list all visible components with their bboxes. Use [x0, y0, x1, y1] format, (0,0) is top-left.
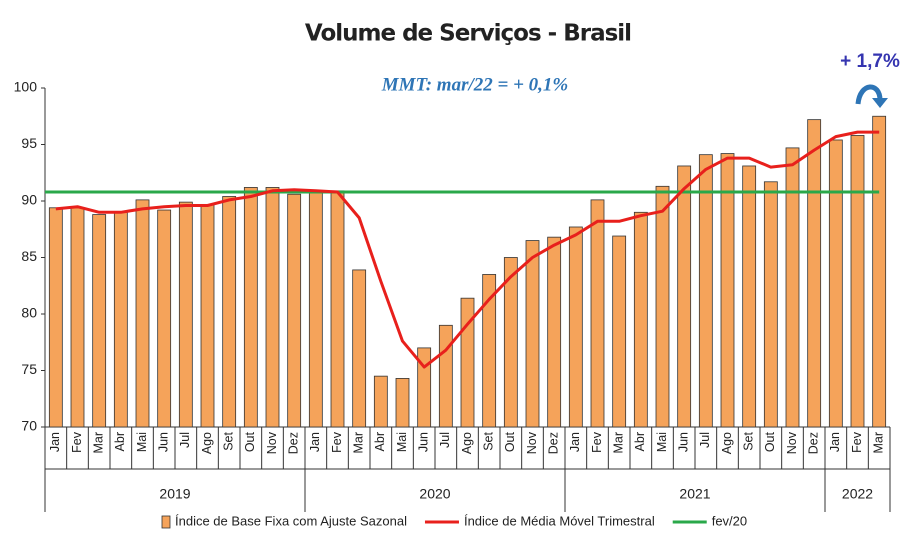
- x-tick-label: Mar: [91, 432, 105, 454]
- x-tick-label: Jun: [416, 432, 430, 452]
- x-tick-label: Out: [763, 431, 777, 452]
- bar: [308, 190, 323, 428]
- bar: [742, 165, 757, 428]
- x-tick-label: Mar: [871, 432, 885, 454]
- x-tick-label: Dez: [286, 432, 300, 454]
- x-tick-label: Out: [243, 431, 257, 452]
- x-tick-label: Mar: [351, 432, 365, 454]
- year-label: 2020: [419, 486, 450, 502]
- bar: [612, 235, 627, 428]
- chart-title: Volume de Serviços - Brasil: [305, 21, 631, 47]
- x-tick-label: Mar: [611, 432, 625, 454]
- x-tick-label: Nov: [525, 431, 539, 454]
- bar: [70, 207, 85, 428]
- year-label: 2019: [159, 486, 190, 502]
- x-tick-label: Jan: [828, 432, 842, 452]
- bar: [395, 378, 410, 428]
- y-tick-label: 80: [21, 305, 37, 321]
- x-tick-label: Set: [221, 431, 235, 450]
- bar: [113, 211, 128, 428]
- y-tick-label: 100: [14, 79, 38, 95]
- x-tick-label: Set: [481, 431, 495, 450]
- bar: [352, 269, 367, 428]
- bar: [48, 207, 63, 428]
- bar: [438, 324, 453, 428]
- x-tick-label: Mai: [395, 432, 409, 452]
- x-tick-label: Jul: [178, 432, 192, 448]
- bar: [265, 187, 280, 428]
- x-tick-label: Jul: [698, 432, 712, 448]
- x-tick-label: Fev: [70, 431, 84, 453]
- callout: + 1,7%: [840, 51, 900, 72]
- x-tick-label: Ago: [200, 432, 214, 454]
- line: [55, 130, 880, 369]
- x-tick-label: Jun: [676, 432, 690, 452]
- bar: [850, 135, 865, 428]
- bar: [200, 203, 215, 428]
- y-tick-label: 90: [21, 192, 37, 208]
- bar: [828, 139, 843, 428]
- bar: [872, 115, 887, 428]
- bar: [785, 147, 800, 428]
- y-tick-label: 85: [21, 248, 37, 264]
- legend-swatch: [161, 515, 171, 529]
- y-tick-label: 70: [21, 418, 37, 434]
- x-tick-label: Jan: [48, 432, 62, 452]
- bar: [92, 214, 107, 428]
- y-tick-label: 75: [21, 361, 37, 377]
- bar: [503, 257, 518, 428]
- annotation: MMT: mar/22 = + 0,1%: [381, 74, 569, 95]
- bar: [178, 201, 193, 428]
- x-tick-label: Jan: [308, 432, 322, 452]
- bar: [417, 347, 432, 428]
- bar: [157, 209, 172, 428]
- x-tick-label: Fev: [590, 431, 604, 453]
- bar: [373, 375, 388, 428]
- x-tick-label: Nov: [785, 431, 799, 454]
- y-tick-label: 95: [21, 135, 37, 151]
- x-tick-label: Out: [503, 431, 517, 452]
- x-tick-label: Ago: [460, 432, 474, 454]
- bar: [807, 119, 822, 428]
- bar: [590, 199, 605, 428]
- bar: [698, 154, 713, 428]
- year-label: 2021: [679, 486, 710, 502]
- x-tick-label: Ago: [720, 432, 734, 454]
- bar: [655, 185, 670, 428]
- x-tick-label: Mai: [655, 432, 669, 452]
- bar: [525, 240, 540, 428]
- bar: [720, 153, 735, 428]
- x-tick-label: Dez: [546, 432, 560, 454]
- callout-arrow: [855, 84, 883, 105]
- bar: [633, 211, 648, 428]
- x-tick-label: Jun: [156, 432, 170, 452]
- legend-label: fev/20: [712, 513, 747, 528]
- x-tick-label: Abr: [373, 432, 387, 451]
- x-tick-label: Mai: [135, 432, 149, 452]
- legend-label: Índice de Base Fixa com Ajuste Sazonal: [175, 513, 407, 528]
- bar: [222, 196, 237, 428]
- x-tick-label: Fev: [330, 431, 344, 453]
- x-tick-label: Abr: [113, 432, 127, 451]
- bar: [243, 187, 258, 428]
- bar: [568, 226, 583, 428]
- x-tick-label: Dez: [806, 432, 820, 454]
- x-tick-label: Abr: [633, 432, 647, 451]
- x-tick-label: Jan: [568, 432, 582, 452]
- bar: [677, 165, 692, 428]
- bar: [547, 236, 562, 428]
- legend-label: Índice de Média Móvel Trimestral: [464, 513, 655, 528]
- bar: [287, 193, 302, 428]
- x-tick-label: Fev: [850, 431, 864, 453]
- bar: [330, 190, 345, 428]
- bar: [135, 199, 150, 428]
- callout-arrowhead: [872, 98, 888, 108]
- x-tick-label: Jul: [438, 432, 452, 448]
- bar: [482, 274, 497, 428]
- x-tick-label: Set: [741, 431, 755, 450]
- year-label: 2022: [842, 486, 873, 502]
- x-tick-label: Nov: [265, 431, 279, 454]
- bar: [763, 181, 778, 428]
